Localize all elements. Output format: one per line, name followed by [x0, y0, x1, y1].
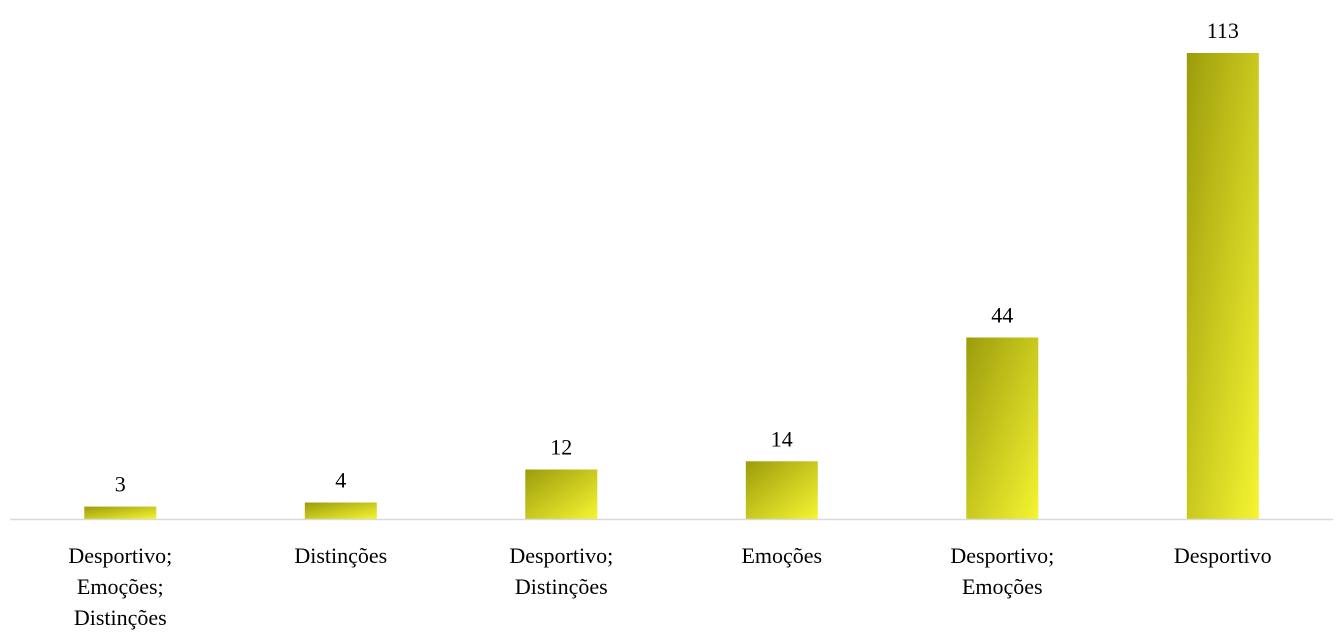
bar-5 — [966, 337, 1039, 519]
category-label-line: Desportivo — [1174, 543, 1272, 568]
data-label-1: 3 — [115, 472, 126, 497]
category-label-line: Distinções — [515, 574, 608, 599]
category-label-line: Desportivo; — [509, 543, 613, 568]
category-label-line: Distinções — [74, 605, 167, 630]
bar-4 — [745, 461, 818, 519]
data-label-3: 12 — [550, 435, 572, 460]
category-label-4: Emoções — [741, 543, 822, 568]
data-label-4: 14 — [771, 426, 793, 451]
category-label-line: Desportivo; — [950, 543, 1054, 568]
category-label-6: Desportivo — [1174, 543, 1272, 568]
bar-2 — [304, 502, 377, 519]
bar-6 — [1186, 53, 1259, 519]
bars-layer — [84, 53, 1259, 519]
category-label-line: Emoções; — [77, 574, 164, 599]
bar-3 — [525, 469, 598, 519]
category-label-line: Desportivo; — [68, 543, 172, 568]
category-label-5: Desportivo; Emoções — [950, 543, 1054, 599]
category-label-1: Desportivo; Emoções; Distinções — [68, 543, 172, 630]
category-label-line: Distinções — [294, 543, 387, 568]
labels-layer: 3 Desportivo; Emoções; Distinções 4 Distinçõe… — [68, 18, 1271, 630]
data-label-6: 113 — [1207, 18, 1239, 43]
category-label-line: Emoções — [962, 574, 1043, 599]
data-label-5: 44 — [991, 303, 1013, 328]
category-label-2: Distinções — [294, 543, 387, 568]
category-label-line: Emoções — [741, 543, 822, 568]
category-label-3: Desportivo; Distinções — [509, 543, 613, 599]
bar-1 — [84, 506, 157, 519]
data-label-2: 4 — [335, 468, 346, 493]
